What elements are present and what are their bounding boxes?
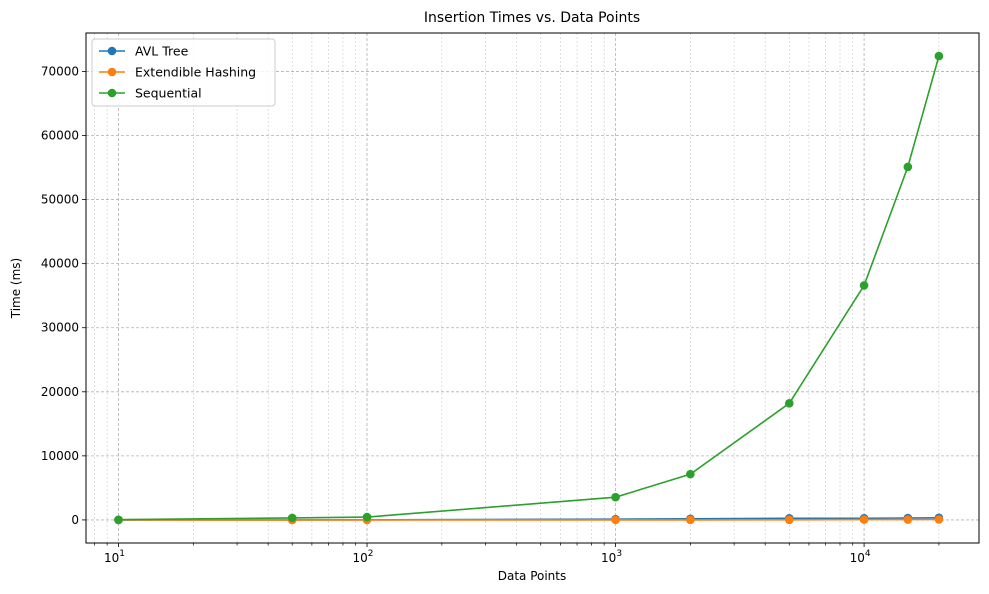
data-point <box>785 399 794 408</box>
x-tick-label: 102 <box>353 549 374 565</box>
data-point <box>114 515 123 524</box>
x-axis-label: Data Points <box>498 569 567 583</box>
legend-marker <box>108 47 117 56</box>
data-point <box>686 516 695 525</box>
data-point <box>860 281 869 290</box>
y-tick-label: 20000 <box>41 385 79 399</box>
y-axis-label: Time (ms) <box>9 258 23 320</box>
x-tick-label: 104 <box>850 549 871 565</box>
data-point <box>904 163 913 172</box>
y-tick-label: 40000 <box>41 257 79 271</box>
series-layer <box>114 52 943 524</box>
y-tick-label: 60000 <box>41 129 79 143</box>
data-point <box>935 52 944 61</box>
legend-marker <box>108 68 117 77</box>
series-1 <box>114 515 943 524</box>
y-tick-label: 70000 <box>41 64 79 78</box>
y-tick-label: 50000 <box>41 193 79 207</box>
data-point <box>363 513 372 522</box>
legend-label: AVL Tree <box>135 44 189 59</box>
legend-marker <box>108 89 117 98</box>
data-point <box>935 515 944 524</box>
data-point <box>904 515 913 524</box>
y-tick-label: 10000 <box>41 449 79 463</box>
y-axis-ticks: 0 10000 20000 30000 40000 50000 60000 70000 <box>41 64 86 526</box>
data-point <box>288 514 297 523</box>
legend-label: Extendible Hashing <box>135 65 256 80</box>
chart-title: Insertion Times vs. Data Points <box>424 10 640 26</box>
legend-label: Sequential <box>135 86 202 101</box>
x-tick-label: 103 <box>601 549 622 565</box>
data-point <box>860 515 869 524</box>
data-point <box>611 516 620 525</box>
grid <box>86 33 979 543</box>
data-point <box>785 516 794 525</box>
plot-area <box>86 33 979 543</box>
x-tick-label: 101 <box>104 549 125 565</box>
data-point <box>611 493 620 502</box>
data-point <box>686 470 695 479</box>
x-axis-ticks: 101 102 103 104 <box>94 543 938 565</box>
y-tick-label: 30000 <box>41 321 79 335</box>
series-line <box>119 56 939 520</box>
series-2 <box>114 52 943 524</box>
legend: AVL Tree Extendible Hashing Sequential <box>92 39 275 106</box>
y-tick-label: 0 <box>71 513 79 527</box>
